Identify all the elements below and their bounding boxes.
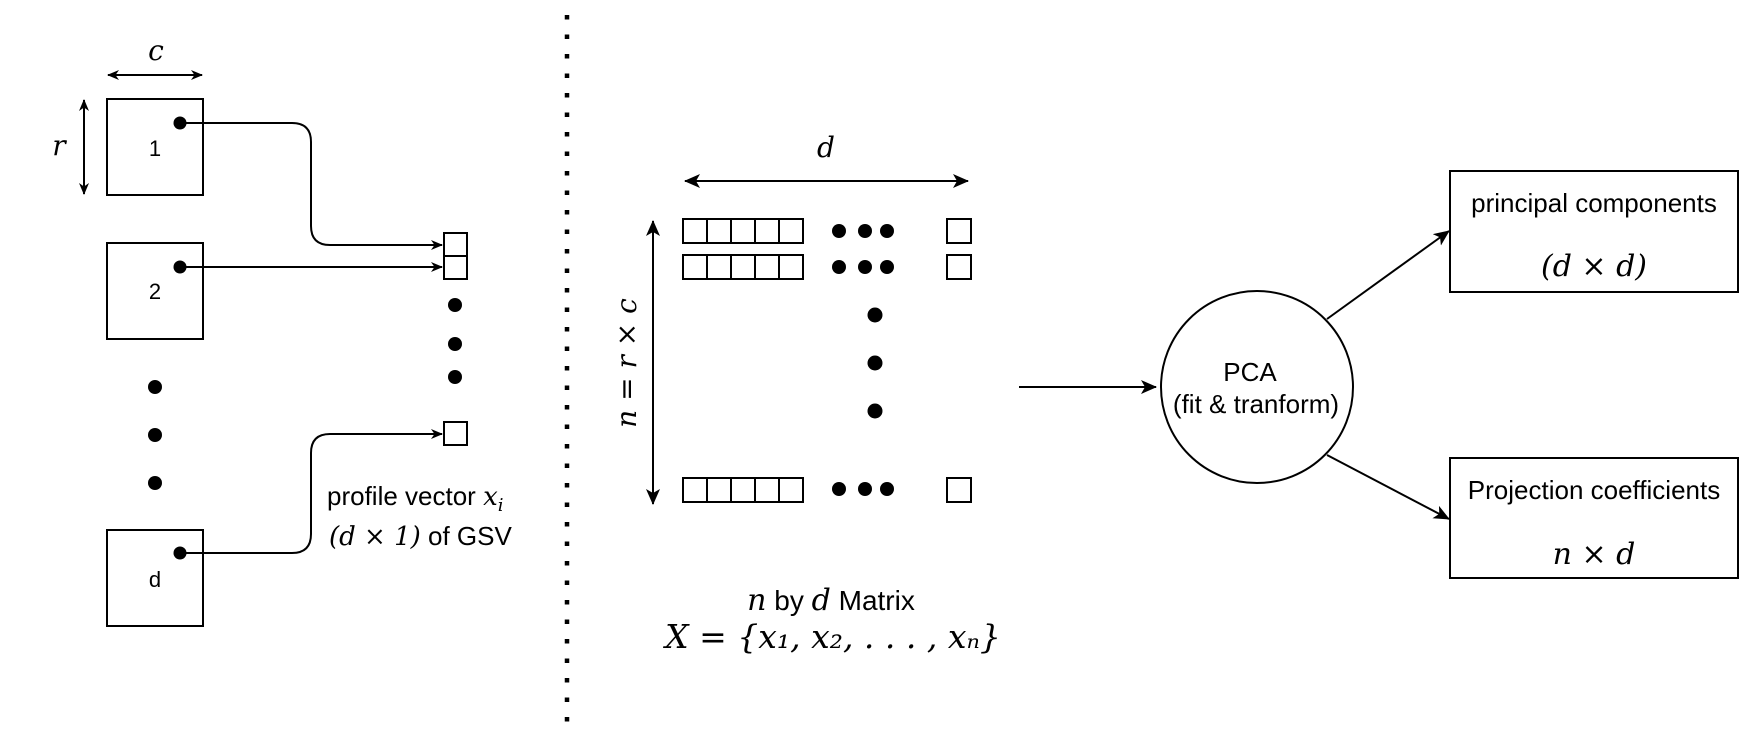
principal-components-dims: (d × d) — [1541, 249, 1647, 284]
image-box-1-label: 1 — [149, 136, 161, 161]
pca-node: PCA (fit & tranform) — [1161, 291, 1353, 483]
projection-coefficients-box: Projection coefficients n × d — [1450, 458, 1738, 578]
pca-to-projection-arrow — [1327, 455, 1449, 519]
profile-vector-caption-line1: profile vector xi — [327, 481, 504, 516]
pca-title: PCA — [1223, 357, 1277, 387]
n-label: n = r × c — [610, 298, 643, 428]
principal-components-title: principal components — [1471, 188, 1717, 218]
matrix-row-2 — [683, 255, 971, 279]
projection-coefficients-title: Projection coefficients — [1468, 475, 1720, 505]
image-ellipsis-dots — [148, 380, 162, 490]
connector-1 — [180, 123, 442, 245]
vector-cell-1 — [444, 233, 467, 256]
matrix-caption-line1: n by d Matrix — [747, 583, 915, 618]
r-label: r — [52, 129, 67, 162]
image-box-2-label: 2 — [149, 279, 161, 304]
vector-cell-d — [444, 422, 467, 445]
pca-circle — [1161, 291, 1353, 483]
matrix-caption-line2: X = {x₁, x₂, . . . , xₙ} — [662, 617, 1001, 656]
image-box-d-label: d — [149, 567, 161, 592]
matrix-row-ellipsis — [868, 308, 883, 419]
pca-subtitle: (fit & tranform) — [1173, 389, 1339, 419]
vector-cell-2 — [444, 256, 467, 279]
pca-to-principal-arrow — [1327, 231, 1449, 319]
d-label: d — [817, 131, 835, 164]
c-label: c — [148, 34, 164, 67]
left-panel: c r 1 2 d — [52, 34, 512, 626]
matrix-row-1 — [683, 219, 971, 243]
matrix-row-n — [683, 478, 971, 502]
matrix-panel: d n = r × c — [610, 131, 1156, 656]
principal-components-box: principal components (d × d) — [1450, 171, 1738, 292]
projection-coefficients-dims: n × d — [1553, 537, 1636, 572]
profile-vector-caption-line2: (d × 1) of GSV — [329, 521, 512, 552]
vector-ellipsis-dots — [448, 298, 462, 384]
